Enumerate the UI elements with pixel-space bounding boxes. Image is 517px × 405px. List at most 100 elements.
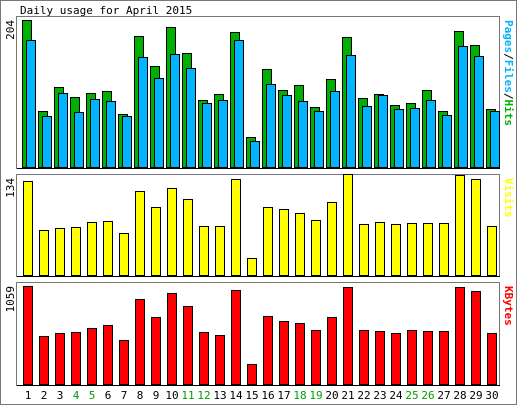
- bar-files-day-9: [154, 78, 164, 168]
- bar-files-day-4: [74, 112, 84, 168]
- x-tick-label-day-15: 15: [245, 389, 258, 402]
- bar-kbytes-day-23: [375, 331, 385, 385]
- bar-visits-day-21: [343, 174, 353, 276]
- y-axis-label-kbytes: KBytes: [502, 286, 515, 326]
- bar-kbytes-day-9: [151, 317, 161, 385]
- series-kbytes: [23, 286, 497, 385]
- bar-files-day-20: [330, 91, 340, 168]
- y-axis-label-visits: Visits: [502, 178, 515, 218]
- y-max-label-visits: 134: [4, 178, 17, 198]
- bar-visits-day-3: [55, 228, 65, 276]
- y-axis-label-part-2: Files: [502, 60, 515, 93]
- bar-visits-day-25: [407, 223, 417, 276]
- x-tick-label-day-28: 28: [453, 389, 466, 402]
- y-max-label-kbytes: 1059: [4, 286, 17, 313]
- bar-files-day-17: [282, 95, 292, 168]
- bar-files-day-2: [42, 116, 52, 168]
- x-tick-label-day-16: 16: [261, 389, 274, 402]
- y-axis-label-pages-files-hits: Pages/Files/Hits: [502, 20, 515, 126]
- bar-visits-day-17: [279, 209, 289, 276]
- bar-kbytes-day-16: [263, 316, 273, 385]
- bar-kbytes-day-24: [391, 333, 401, 385]
- x-tick-label-day-29: 29: [469, 389, 482, 402]
- chart-title: Daily usage for April 2015: [20, 4, 192, 17]
- bar-kbytes-day-30: [487, 333, 497, 385]
- x-tick-label-day-5: 5: [89, 389, 96, 402]
- bar-files-day-8: [138, 57, 148, 168]
- bar-kbytes-day-5: [87, 328, 97, 385]
- bar-kbytes-day-8: [135, 299, 145, 385]
- bar-files-day-29: [474, 56, 484, 168]
- bar-visits-day-19: [311, 220, 321, 276]
- bar-kbytes-day-4: [71, 332, 81, 385]
- x-tick-label-day-25: 25: [405, 389, 418, 402]
- bar-files-day-18: [298, 101, 308, 168]
- x-tick-label-day-19: 19: [309, 389, 322, 402]
- y-axis-label-part-1: /: [502, 53, 515, 60]
- bar-visits-day-30: [487, 226, 497, 276]
- bar-files-day-15: [250, 141, 260, 168]
- bar-visits-day-24: [391, 224, 401, 276]
- panels-group: 204 Pages/Files/Hits 134 Visits 1059 KBytes: [4, 16, 515, 386]
- panel-pages-files-hits: 204 Pages/Files/Hits: [4, 16, 515, 169]
- bar-kbytes-day-18: [295, 323, 305, 385]
- series-files: [26, 40, 500, 168]
- bar-files-day-13: [218, 100, 228, 168]
- bar-visits-day-7: [119, 233, 129, 276]
- bar-kbytes-day-1: [23, 286, 33, 385]
- x-tick-label-day-6: 6: [105, 389, 112, 402]
- bar-visits-day-2: [39, 230, 49, 276]
- bar-files-day-24: [394, 109, 404, 168]
- bar-files-day-12: [202, 103, 212, 168]
- x-tick-label-day-24: 24: [389, 389, 403, 402]
- bar-files-day-14: [234, 40, 244, 168]
- bar-kbytes-day-11: [183, 306, 193, 385]
- y-axis-label-part-3: /: [502, 93, 515, 100]
- y-axis-label-part-0: Pages: [502, 20, 515, 53]
- bar-kbytes-day-17: [279, 321, 289, 385]
- bar-visits-day-29: [471, 179, 481, 276]
- bar-kbytes-day-22: [359, 330, 369, 385]
- bar-visits-day-10: [167, 188, 177, 276]
- bar-files-day-16: [266, 84, 276, 168]
- x-tick-label-day-20: 20: [325, 389, 338, 402]
- bar-files-day-25: [410, 108, 420, 168]
- bar-kbytes-day-3: [55, 333, 65, 385]
- bar-kbytes-day-20: [327, 317, 337, 385]
- x-axis-labels: 1 2 3 4 5 6 7 8 9 10 11 12 13 14 15 16 17 18 19 20 21 22 23 24 2…: [25, 389, 499, 402]
- bar-visits-day-14: [231, 179, 241, 276]
- bar-visits-day-28: [455, 175, 465, 276]
- bar-visits-day-8: [135, 191, 145, 276]
- x-tick-label-day-18: 18: [293, 389, 306, 402]
- x-tick-label-day-9: 9: [153, 389, 160, 402]
- bar-files-day-21: [346, 55, 356, 168]
- x-tick-label-day-10: 10: [165, 389, 178, 402]
- bar-visits-day-15: [247, 258, 257, 276]
- panel-visits: 134 Visits: [4, 174, 515, 277]
- bar-files-day-28: [458, 46, 468, 168]
- bar-visits-day-9: [151, 207, 161, 276]
- panel-kbytes: 1059 KBytes: [4, 282, 515, 386]
- bar-files-day-10: [170, 54, 180, 168]
- bar-visits-day-20: [327, 202, 337, 276]
- series-visits: [23, 174, 497, 276]
- x-tick-label-day-27: 27: [437, 389, 450, 402]
- x-tick-label-day-7: 7: [121, 389, 128, 402]
- bar-kbytes-day-12: [199, 332, 209, 385]
- bar-files-day-11: [186, 68, 196, 168]
- bar-kbytes-day-19: [311, 330, 321, 385]
- bar-kbytes-day-2: [39, 336, 49, 385]
- bar-files-day-19: [314, 111, 324, 168]
- x-tick-label-day-13: 13: [213, 389, 226, 402]
- bar-files-day-30: [490, 111, 500, 168]
- bar-kbytes-day-25: [407, 330, 417, 385]
- y-axis-label-part-0: Visits: [502, 178, 515, 218]
- bar-visits-day-16: [263, 207, 273, 276]
- bar-visits-day-4: [71, 227, 81, 276]
- x-tick-label-day-8: 8: [137, 389, 144, 402]
- bar-kbytes-day-27: [439, 331, 449, 385]
- x-tick-label-day-22: 22: [357, 389, 370, 402]
- bar-files-day-1: [26, 40, 36, 168]
- y-axis-label-part-0: KBytes: [502, 286, 515, 326]
